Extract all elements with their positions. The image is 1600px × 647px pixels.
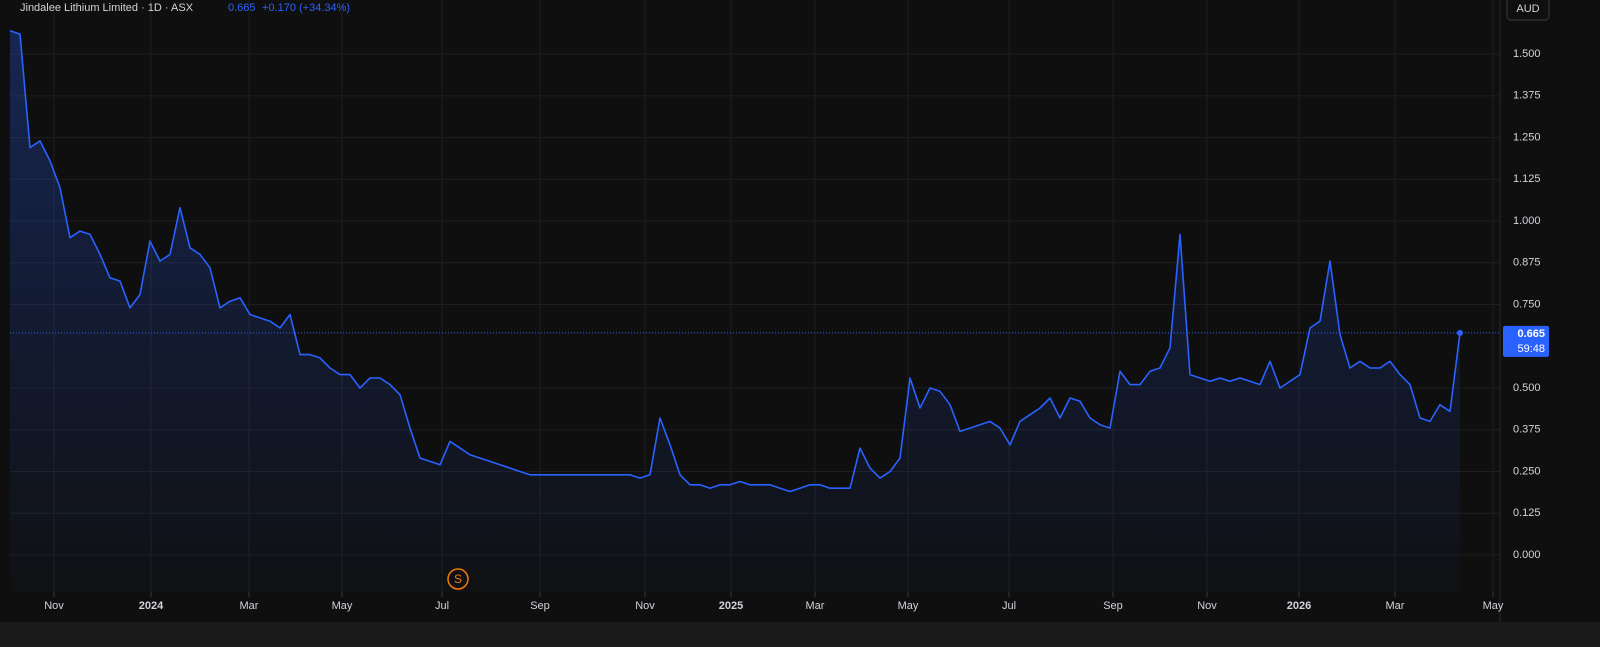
x-tick-label: Nov — [635, 600, 655, 612]
price-label: 0.665 — [1517, 328, 1545, 340]
x-tick-label: Jul — [435, 600, 449, 612]
y-tick-label: 0.500 — [1513, 382, 1541, 394]
y-tick-label: 0.750 — [1513, 298, 1541, 310]
x-tick-label: May — [332, 600, 353, 612]
x-tick-label: Nov — [44, 600, 64, 612]
y-tick-label: 0.250 — [1513, 465, 1541, 477]
area-fill — [10, 30, 1460, 592]
y-tick-label: 0.875 — [1513, 257, 1541, 269]
currency-button[interactable] — [1506, 0, 1550, 21]
y-tick-label: 1.000 — [1513, 215, 1541, 227]
price-line — [9, 29, 1461, 493]
price-label-box — [1503, 325, 1549, 357]
currency[interactable]: AUD — [1516, 3, 1539, 15]
chart-title: Jindalee Lithium Limited · 1D · ASX — [20, 2, 194, 14]
x-tick-label: Jul — [1002, 600, 1016, 612]
x-tick-label: Mar — [806, 600, 825, 612]
x-tick-label: 2026 — [1287, 600, 1311, 612]
x-tick-label: May — [1483, 600, 1504, 612]
y-tick-label: 0.000 — [1513, 549, 1541, 561]
x-tick-label: 2024 — [139, 600, 164, 612]
x-tick-label: May — [898, 600, 919, 612]
last-price: 0.665 — [228, 2, 256, 14]
bottom-bar — [0, 622, 1600, 647]
x-tick-label: Sep — [1103, 600, 1123, 612]
y-tick-label: 1.250 — [1513, 131, 1541, 143]
x-tick-label: Nov — [1197, 600, 1217, 612]
x-tick-label: Mar — [1386, 600, 1405, 612]
y-tick-label: 1.375 — [1513, 90, 1541, 102]
event-marker[interactable] — [447, 568, 469, 590]
countdown: 59:48 — [1517, 343, 1545, 355]
plot — [9, 29, 1500, 592]
event-marker-label[interactable]: S — [454, 572, 462, 586]
y-tick-label: 1.500 — [1513, 48, 1541, 60]
y-tick-label: 0.375 — [1513, 424, 1541, 436]
x-tick-label: Sep — [530, 600, 550, 612]
last-point — [1457, 329, 1463, 336]
y-tick-label: 0.125 — [1513, 507, 1541, 519]
price-change: +0.170 (+34.34%) — [262, 2, 350, 14]
x-tick-label: 2025 — [719, 600, 743, 612]
x-tick-label: Mar — [240, 600, 259, 612]
y-tick-label: 1.125 — [1513, 173, 1541, 185]
